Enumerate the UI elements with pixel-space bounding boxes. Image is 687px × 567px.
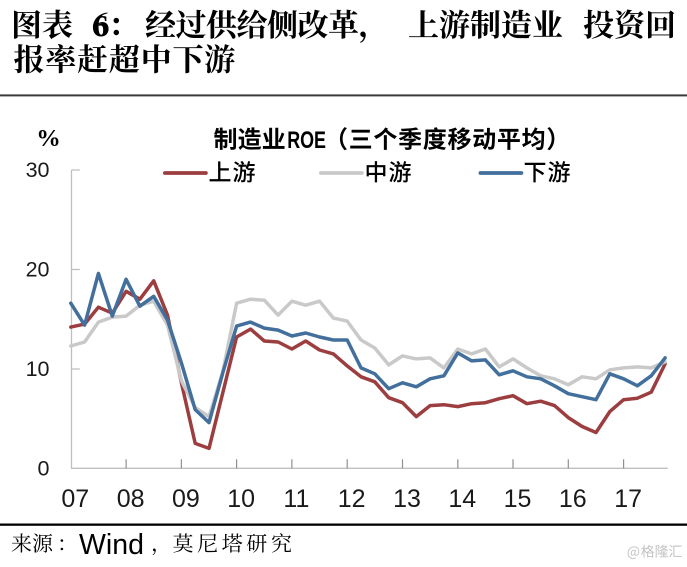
svg-text:08: 08 [117, 485, 145, 513]
svg-text:07: 07 [61, 485, 89, 513]
svg-text:16: 16 [559, 485, 587, 513]
svg-text:6: 6 [93, 8, 109, 43]
svg-text:ROE: ROE [287, 127, 326, 154]
svg-text:15: 15 [504, 485, 532, 513]
svg-text:14: 14 [448, 485, 476, 513]
svg-text:10: 10 [227, 485, 255, 513]
svg-text:12: 12 [338, 485, 366, 513]
svg-text:%: % [36, 125, 61, 152]
svg-text:10: 10 [26, 357, 50, 381]
svg-text:11: 11 [283, 485, 309, 513]
svg-text:13: 13 [393, 485, 421, 513]
svg-text:0: 0 [38, 456, 50, 480]
svg-text:17: 17 [614, 485, 642, 513]
svg-text:09: 09 [172, 485, 200, 513]
svg-text:Wind: Wind [79, 529, 144, 561]
svg-text:20: 20 [26, 257, 50, 281]
svg-text:30: 30 [26, 158, 50, 182]
